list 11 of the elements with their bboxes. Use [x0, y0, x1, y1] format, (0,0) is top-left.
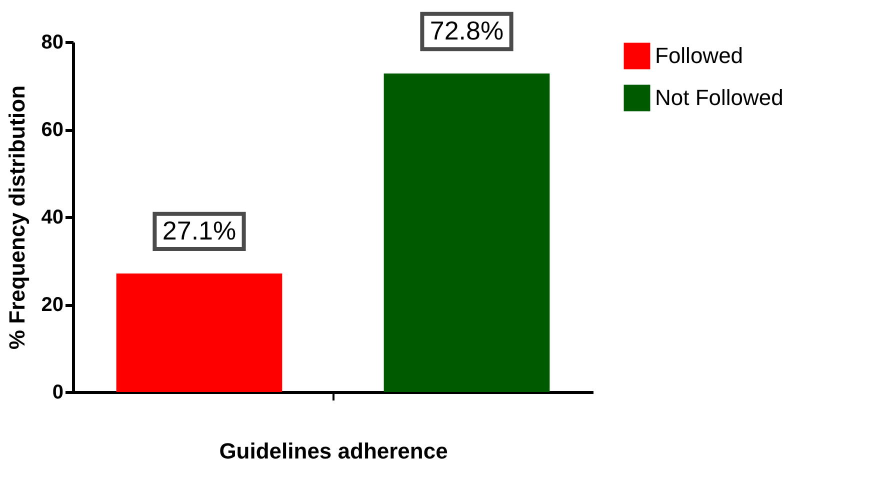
data-label: 72.8% [430, 16, 504, 46]
y-tick-label: 40 [41, 206, 64, 228]
y-tick-label: 60 [41, 119, 64, 141]
legend-label: Followed [655, 43, 744, 68]
legend-label: Not Followed [655, 85, 784, 110]
data-label: 27.1% [162, 215, 236, 246]
y-tick-label: 20 [41, 294, 64, 316]
y-axis-title: % Frequency distribution [4, 85, 30, 350]
y-tick-label: 0 [52, 382, 64, 404]
y-tick-label: 80 [41, 32, 64, 54]
x-axis-title: Guidelines adherence [219, 438, 448, 464]
